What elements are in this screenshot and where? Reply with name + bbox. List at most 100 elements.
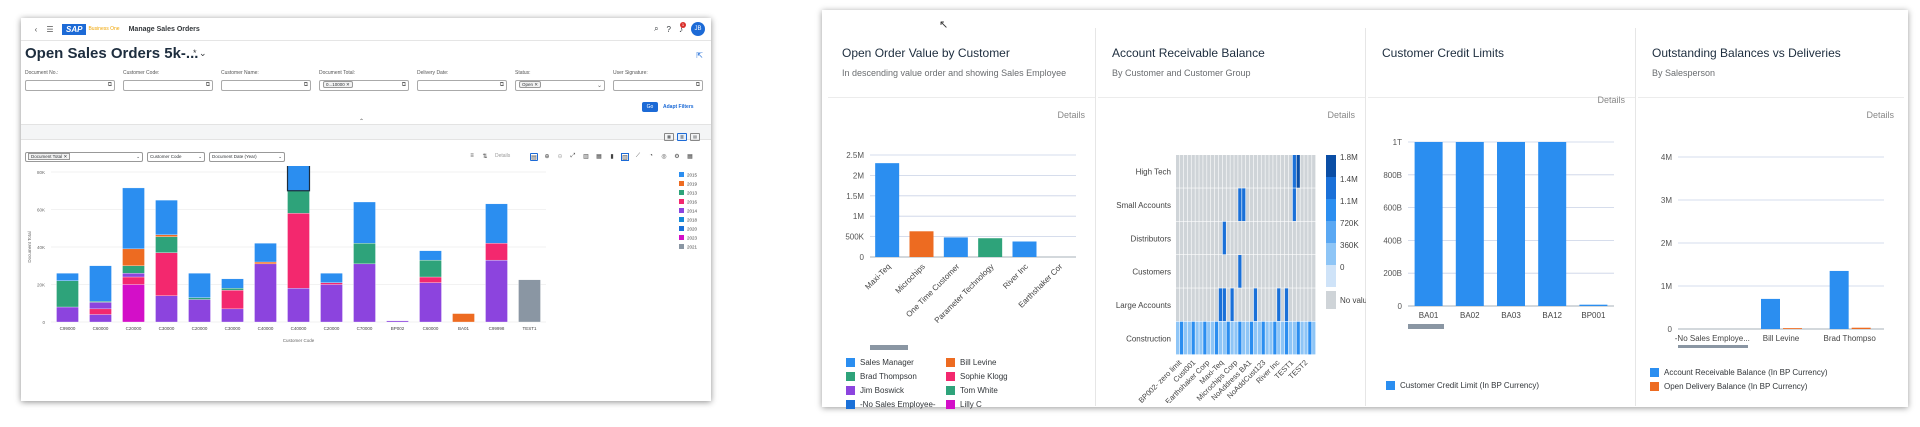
go-button[interactable]: Go bbox=[642, 102, 658, 112]
card-ar-balance[interactable]: Account Receivable Balance By Customer a… bbox=[1098, 28, 1366, 406]
chevron-down-icon[interactable]: ⌄ bbox=[596, 83, 602, 89]
card-header[interactable]: Open Order Value by Customer In descendi… bbox=[828, 28, 1095, 98]
heatmap-cell bbox=[1187, 321, 1191, 355]
legend-label: Sales Manager bbox=[860, 358, 914, 367]
heatmap-cell bbox=[1281, 221, 1285, 255]
document-total-input[interactable]: 0...10000 ✕ ⧉ bbox=[319, 80, 409, 91]
bar-segment bbox=[320, 273, 343, 283]
scale-label: No value bbox=[1340, 296, 1366, 305]
value-help-icon[interactable]: ⧉ bbox=[205, 82, 210, 88]
filter-token[interactable]: Open ✕ bbox=[519, 81, 542, 88]
heatmap-cell bbox=[1253, 221, 1258, 255]
legend-item[interactable]: Sophie Klogg bbox=[946, 372, 1008, 381]
bar-segment bbox=[122, 248, 145, 266]
back-icon[interactable]: ‹ bbox=[34, 24, 38, 34]
value-help-icon[interactable]: ⧉ bbox=[107, 82, 112, 88]
heatmap-cell bbox=[1304, 288, 1308, 322]
legend-item[interactable]: Open Delivery Balance (In BP Currency) bbox=[1650, 382, 1807, 391]
details-link[interactable]: Details bbox=[1057, 110, 1085, 120]
details-button[interactable]: Details bbox=[495, 153, 511, 159]
line-chart-icon[interactable]: ⟋ bbox=[635, 153, 641, 159]
share-icon[interactable]: ⇱ bbox=[696, 51, 703, 60]
heatmap-cell bbox=[1269, 321, 1273, 355]
value-help-icon[interactable]: ⧉ bbox=[401, 82, 406, 88]
legend-item[interactable]: Tom White bbox=[946, 386, 998, 395]
avatar[interactable]: JB bbox=[691, 22, 705, 36]
search-icon[interactable]: ⌕ bbox=[654, 24, 659, 33]
card-header[interactable]: Account Receivable Balance By Customer a… bbox=[1098, 28, 1365, 98]
heatmap-cell bbox=[1281, 188, 1285, 222]
card-header[interactable]: Outstanding Balances vs Deliveries By Sa… bbox=[1638, 28, 1904, 98]
legend-item[interactable]: Account Receivable Balance (In BP Curren… bbox=[1650, 368, 1828, 377]
fullscreen-icon[interactable]: ⤢ bbox=[570, 153, 576, 159]
heatmap-cell bbox=[1304, 321, 1308, 355]
bar-segment bbox=[122, 276, 145, 285]
card-outstanding-balances[interactable]: Outstanding Balances vs Deliveries By Sa… bbox=[1638, 28, 1904, 406]
value-help-icon[interactable]: ⧉ bbox=[499, 82, 504, 88]
measure-select[interactable]: Document Total ✕ ⌄ bbox=[25, 152, 143, 162]
value-help-icon[interactable]: ⧉ bbox=[695, 82, 700, 88]
legend-item[interactable]: Jim Boswick bbox=[846, 386, 904, 395]
card-title: Open Order Value by Customer bbox=[842, 46, 1010, 60]
details-link[interactable]: Details bbox=[1597, 95, 1625, 105]
filter-token[interactable]: Document Total ✕ bbox=[28, 153, 71, 160]
value-help-icon[interactable]: ⧉ bbox=[303, 82, 308, 88]
zoom-in-icon[interactable]: ⊕ bbox=[544, 154, 550, 160]
user-signature-input[interactable]: ⧉ bbox=[613, 80, 703, 91]
legend-toggle-icon[interactable]: ▤ bbox=[530, 153, 538, 161]
legend-item[interactable]: Brad Thompson bbox=[846, 372, 917, 381]
help-icon[interactable]: ? bbox=[666, 24, 671, 34]
donut-chart-icon[interactable]: ◎ bbox=[661, 154, 667, 160]
card-open-order-value[interactable]: Open Order Value by Customer In descendi… bbox=[828, 28, 1096, 409]
dimension-select-1[interactable]: Customer Code ⌄ bbox=[147, 152, 205, 162]
details-link[interactable]: Details bbox=[1866, 110, 1894, 120]
legend-item[interactable]: Customer Credit Limit (In BP Currency) bbox=[1386, 381, 1539, 390]
sort-icon[interactable]: ≡ bbox=[470, 153, 474, 159]
settings-icon[interactable]: ⚙ bbox=[674, 154, 680, 160]
adapt-filters-button[interactable]: Adapt Filters bbox=[663, 104, 694, 110]
details-link[interactable]: Details bbox=[1327, 110, 1355, 120]
collapse-header-icon[interactable]: ⌃ bbox=[359, 119, 365, 125]
bar-segment bbox=[155, 236, 178, 253]
combined-view-icon[interactable]: ▤ bbox=[690, 133, 700, 141]
card-header[interactable]: Customer Credit Limits bbox=[1368, 28, 1635, 98]
legend-label: 2015 bbox=[687, 173, 698, 178]
variant-dirty-marker[interactable]: * ⌄ bbox=[193, 48, 207, 58]
row-label: Customers bbox=[1132, 268, 1171, 277]
legend-item[interactable]: -No Sales Employee- bbox=[846, 400, 936, 409]
table-view-icon[interactable]: ▦ bbox=[664, 133, 674, 141]
more-charts-icon[interactable]: ▦ bbox=[687, 154, 693, 160]
stacked-bar-icon[interactable]: ▦ bbox=[596, 154, 602, 160]
legend-item[interactable]: Sales Manager bbox=[846, 358, 914, 367]
pie-chart-icon[interactable]: ◔ bbox=[649, 153, 653, 159]
legend-swatch bbox=[946, 400, 955, 409]
menu-icon[interactable]: ☰ bbox=[46, 24, 54, 34]
sort-order-icon[interactable]: ⇅ bbox=[482, 154, 488, 160]
x-tick-label: C20000 bbox=[192, 326, 208, 331]
dimension-select-2[interactable]: Document Date (Year) ⌄ bbox=[209, 152, 285, 162]
column-chart-icon[interactable]: ▮ bbox=[610, 154, 614, 160]
stacked-column-icon[interactable]: ▥ bbox=[621, 153, 629, 161]
filter-token[interactable]: 0...10000 ✕ bbox=[323, 81, 353, 88]
customer-name-input[interactable]: ⧉ bbox=[221, 80, 311, 91]
heatmap-cell bbox=[1214, 255, 1219, 288]
scale-swatch-novalue bbox=[1326, 291, 1336, 309]
status-select[interactable]: Open ✕ ⌄ bbox=[515, 80, 605, 91]
customer-code-input[interactable]: ⧉ bbox=[123, 80, 213, 91]
document-no-input[interactable]: ⧉ bbox=[25, 80, 115, 91]
bar bbox=[1579, 304, 1608, 306]
notification-icon[interactable]: ♪ 1 bbox=[679, 21, 686, 34]
heatmap-cell bbox=[1288, 155, 1293, 188]
chart-view-icon[interactable]: ▥ bbox=[677, 133, 687, 141]
sap-logo[interactable]: SAP Business One bbox=[62, 23, 120, 35]
legend-item[interactable]: Lilly C bbox=[946, 400, 982, 409]
y-tick-label: 0 bbox=[42, 320, 45, 325]
zoom-out-icon[interactable]: ⊖ bbox=[557, 154, 563, 160]
heatmap-cell bbox=[1261, 255, 1265, 288]
delivery-date-input[interactable]: ⧉ bbox=[417, 80, 507, 91]
bar-chart-icon[interactable]: ▥ bbox=[583, 154, 589, 160]
heatmap-cell bbox=[1300, 221, 1304, 255]
legend-item[interactable]: Bill Levine bbox=[946, 358, 996, 367]
card-credit-limits[interactable]: Customer Credit Limits Details 0 200B 400B… bbox=[1368, 28, 1636, 406]
page-title[interactable]: Open Sales Orders 5k-... bbox=[25, 45, 199, 62]
